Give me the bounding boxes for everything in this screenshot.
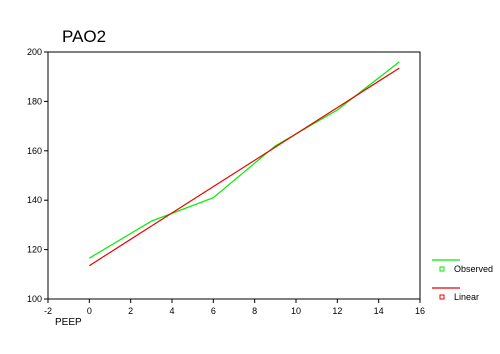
series-line-linear bbox=[88, 67, 400, 267]
plot-frame bbox=[47, 51, 421, 300]
x-tick-label: 4 bbox=[169, 306, 174, 316]
x-tick-label: 12 bbox=[332, 306, 342, 316]
x-tick-label: -2 bbox=[44, 306, 52, 316]
chart-title: PAO2 bbox=[62, 27, 106, 46]
x-tick-label: 0 bbox=[87, 306, 92, 316]
legend-marker-observed bbox=[439, 266, 445, 272]
series-line-observed bbox=[88, 61, 400, 259]
y-tick-label: 120 bbox=[27, 245, 42, 255]
x-tick-label: 6 bbox=[211, 306, 216, 316]
x-tick-label: 10 bbox=[291, 306, 301, 316]
x-tick-label: 16 bbox=[415, 306, 425, 316]
x-tick-label: 2 bbox=[128, 306, 133, 316]
x-tick-label: 8 bbox=[252, 306, 257, 316]
y-tick-label: 100 bbox=[27, 294, 42, 304]
x-axis-label: PEEP bbox=[55, 317, 82, 328]
plot-area bbox=[47, 51, 421, 300]
axes: -2 0 2 4 6 8 10 12 14 16 100 120 140 160 180 200 bbox=[27, 47, 425, 316]
y-tick-label: 200 bbox=[27, 47, 42, 57]
series-layer bbox=[88, 61, 400, 267]
legend-label-observed: Observed bbox=[454, 264, 493, 274]
x-tick-label: 14 bbox=[374, 306, 384, 316]
y-tick-label: 140 bbox=[27, 195, 42, 205]
legend: Observed Linear bbox=[432, 259, 493, 302]
y-tick-label: 180 bbox=[27, 96, 42, 106]
legend-marker-linear bbox=[439, 294, 445, 300]
y-tick-label: 160 bbox=[27, 146, 42, 156]
legend-label-linear: Linear bbox=[454, 292, 479, 302]
